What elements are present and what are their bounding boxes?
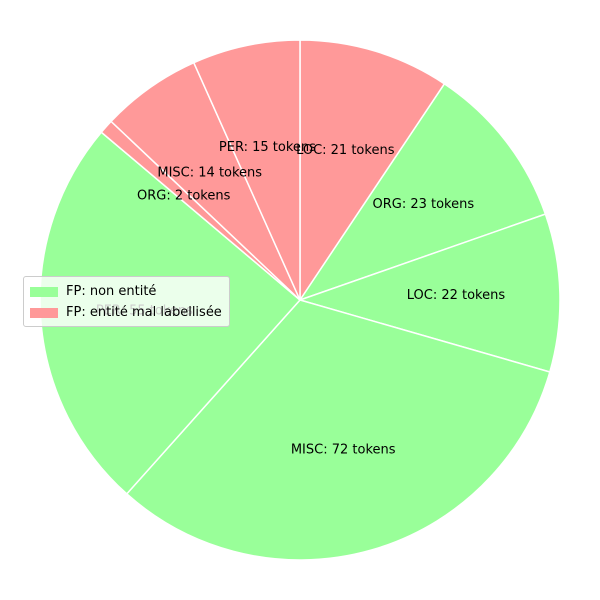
pie-slice-0	[299, 39, 446, 301]
pie-slice-label-6: MISC: 14 tokens	[157, 165, 262, 180]
pie-slice-label-0: LOC: 21 tokens	[296, 143, 395, 158]
pie-slice-label-7: PER: 15 tokens	[219, 140, 316, 155]
pie-slice-label-3: MISC: 72 tokens	[291, 442, 396, 457]
legend-label-non-entity: FP: non entité	[66, 284, 157, 299]
legend-swatch-green	[30, 286, 58, 297]
legend-swatch-red	[30, 307, 58, 318]
pie-slice-3	[126, 299, 551, 561]
legend-entry-non-entity: FP: non entité	[30, 281, 222, 302]
pie-slice-1	[299, 83, 547, 301]
pie-slice-2	[299, 213, 561, 373]
legend-label-mislabelled-entity: FP: entité mal labellisée	[66, 305, 222, 320]
pie-slice-label-2: LOC: 22 tokens	[407, 288, 506, 303]
pie-slice-label-1: ORG: 23 tokens	[372, 197, 474, 212]
pie-slice-7	[193, 39, 301, 301]
chart-legend: FP: non entité FP: entité mal labellisée	[23, 276, 230, 327]
pie-slice-label-5: ORG: 2 tokens	[137, 189, 231, 204]
legend-entry-mislabelled-entity: FP: entité mal labellisée	[30, 302, 222, 323]
